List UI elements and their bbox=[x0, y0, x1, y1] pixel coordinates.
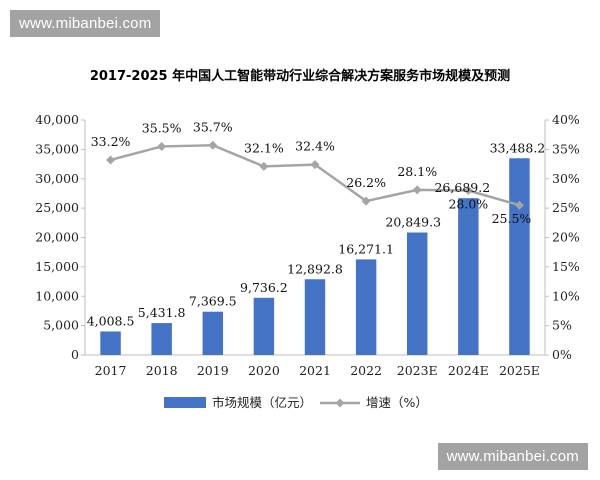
bar-value-label: 4,008.5 bbox=[87, 313, 135, 328]
growth-point bbox=[514, 200, 524, 210]
y-tick-right-label: 25% bbox=[552, 200, 580, 215]
bar-value-label: 33,488.2 bbox=[490, 140, 546, 155]
bar bbox=[355, 259, 377, 355]
bar bbox=[407, 232, 428, 355]
y-tick-right-label: 35% bbox=[552, 141, 580, 156]
bar bbox=[509, 158, 530, 355]
growth-value-label: 26.2% bbox=[346, 175, 386, 190]
y-tick-right-label: 20% bbox=[552, 230, 580, 245]
x-tick-label: 2023E bbox=[397, 363, 438, 378]
y-tick-right-label: 5% bbox=[552, 318, 572, 333]
y-tick-right-label: 15% bbox=[552, 259, 580, 274]
bar-value-label: 20,849.3 bbox=[385, 215, 441, 230]
x-tick-label: 2017 bbox=[95, 363, 127, 378]
y-tick-left-label: 25,000 bbox=[35, 200, 79, 215]
y-tick-left-label: 20,000 bbox=[35, 230, 79, 245]
y-tick-right-label: 10% bbox=[552, 288, 580, 303]
x-tick-label: 2021 bbox=[299, 363, 331, 378]
growth-value-label: 35.7% bbox=[193, 119, 233, 134]
x-tick-label: 2019 bbox=[197, 363, 229, 378]
growth-value-label: 33.2% bbox=[91, 134, 131, 149]
legend-label-bars: 市场规模（亿元） bbox=[212, 395, 312, 410]
bar bbox=[458, 198, 479, 355]
x-tick-label: 2020 bbox=[248, 363, 280, 378]
y-tick-left-label: 15,000 bbox=[35, 259, 79, 274]
y-tick-left-label: 35,000 bbox=[35, 141, 79, 156]
y-tick-left-label: 30,000 bbox=[35, 171, 79, 186]
x-tick-label: 2024E bbox=[448, 363, 489, 378]
growth-value-label: 25.5% bbox=[492, 211, 532, 226]
y-tick-left-label: 5,000 bbox=[43, 318, 79, 333]
growth-point bbox=[412, 185, 422, 195]
growth-value-label: 32.1% bbox=[244, 140, 284, 155]
x-tick-label: 2018 bbox=[146, 363, 178, 378]
y-tick-left-label: 40,000 bbox=[35, 112, 79, 127]
y-tick-right-label: 0% bbox=[552, 347, 572, 362]
bar bbox=[202, 311, 223, 355]
bar-value-label: 7,369.5 bbox=[189, 294, 237, 309]
bar bbox=[100, 331, 121, 355]
bar bbox=[151, 323, 172, 355]
growth-value-label: 32.4% bbox=[295, 139, 335, 154]
growth-point bbox=[361, 196, 371, 206]
chart-title: 2017-2025 年中国人工智能带动行业综合解决方案服务市场规模及预测 bbox=[90, 68, 510, 84]
bar bbox=[253, 297, 275, 355]
growth-point bbox=[463, 186, 473, 195]
bar-value-label: 9,736.2 bbox=[240, 280, 288, 295]
growth-value-label: 35.5% bbox=[142, 120, 182, 135]
growth-point bbox=[310, 160, 320, 170]
watermark-bottom: www.mibanbei.com bbox=[437, 443, 588, 470]
growth-point bbox=[259, 161, 269, 171]
growth-value-label: 28.1% bbox=[397, 164, 437, 179]
legend-swatch-bars bbox=[164, 397, 206, 408]
y-tick-left-label: 10,000 bbox=[35, 288, 79, 303]
bar-value-label: 16,271.1 bbox=[338, 241, 394, 256]
bar-value-label: 12,892.8 bbox=[287, 261, 343, 276]
growth-value-label: 28.0% bbox=[448, 197, 488, 212]
x-tick-label: 2025E bbox=[499, 363, 540, 378]
growth-point bbox=[157, 141, 167, 151]
growth-point bbox=[106, 155, 116, 165]
bar bbox=[304, 279, 326, 355]
watermark-top: www.mibanbei.com bbox=[10, 10, 161, 37]
y-tick-right-label: 30% bbox=[552, 171, 580, 186]
legend-swatch-marker bbox=[335, 398, 345, 408]
legend-label-line: 增速（%） bbox=[366, 395, 428, 410]
y-tick-left-label: 0 bbox=[71, 347, 79, 362]
bar-value-label: 26,689.2 bbox=[434, 180, 490, 195]
bar-value-label: 5,431.8 bbox=[138, 305, 186, 320]
y-tick-right-label: 40% bbox=[552, 112, 580, 127]
x-tick-label: 2022 bbox=[350, 363, 382, 378]
growth-point bbox=[208, 140, 218, 150]
